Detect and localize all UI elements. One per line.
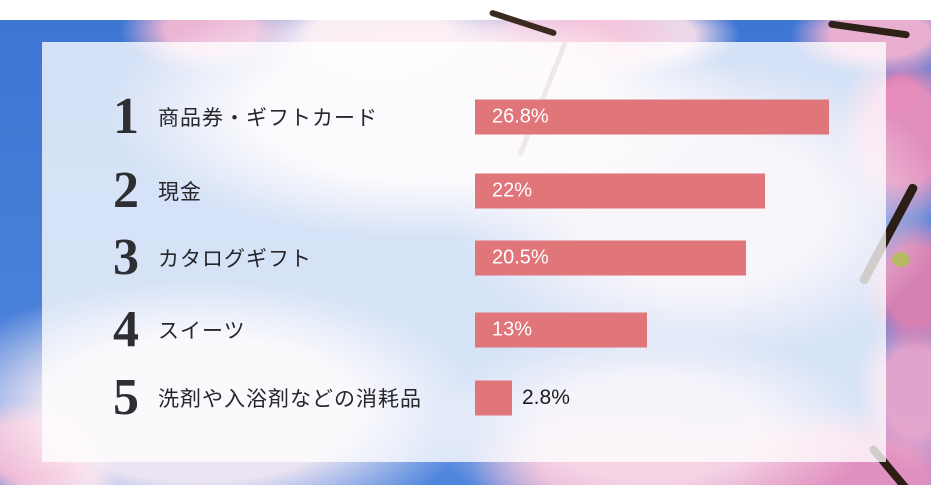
flower-buds-decoration (892, 252, 910, 267)
category-label: カタログギフト (158, 248, 312, 271)
percent-bar: 13% (475, 312, 647, 348)
percent-bar: 20.5% (475, 240, 746, 276)
percent-label: 22% (492, 179, 533, 202)
percent-bar (475, 380, 512, 416)
ranking-panel: 1 商品券・ギフトカード 26.8% 2 現金 22% 3 カタログギフト 20… (42, 42, 886, 462)
category-label: 現金 (158, 181, 202, 204)
ranking-row: 5 洗剤や入浴剤などの消耗品 2.8% (42, 372, 886, 424)
percent-label: 2.8% (522, 386, 570, 409)
category-label: 洗剤や入浴剤などの消耗品 (158, 388, 422, 411)
ranking-row: 4 スイーツ 13% (42, 304, 886, 356)
branch-decoration (827, 20, 911, 39)
percent-bar: 26.8% (475, 99, 829, 135)
ranking-row: 3 カタログギフト 20.5% (42, 232, 886, 284)
rank-number: 2 (113, 162, 139, 219)
category-label: 商品券・ギフトカード (158, 107, 378, 130)
category-label: スイーツ (158, 320, 246, 343)
percent-label: 13% (492, 318, 533, 341)
percent-label: 20.5% (492, 246, 549, 269)
ranking-row: 2 現金 22% (42, 165, 886, 217)
rank-number: 5 (113, 369, 139, 426)
rank-number: 1 (113, 88, 139, 145)
rank-number: 4 (113, 301, 139, 358)
rank-number: 3 (113, 229, 139, 286)
ranking-row: 1 商品券・ギフトカード 26.8% (42, 91, 886, 143)
branch-decoration (488, 9, 558, 37)
percent-label: 26.8% (492, 105, 549, 128)
percent-bar: 22% (475, 173, 765, 209)
